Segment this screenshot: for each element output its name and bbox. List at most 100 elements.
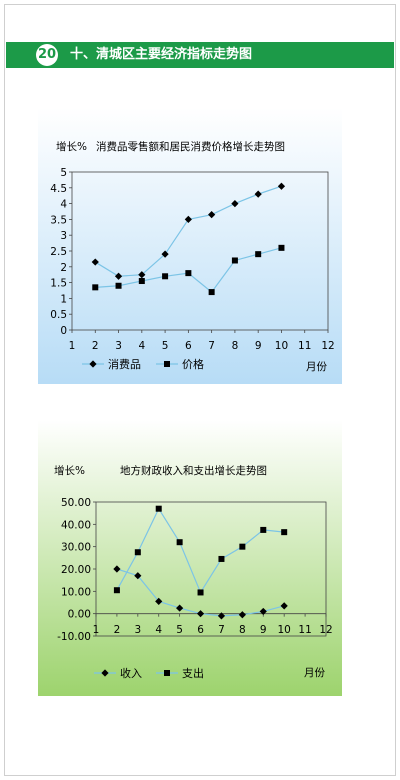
x-tick-label: 5 [162,340,169,352]
chart-panel-finance: 地方财政收入和支出增长走势图 增长% -10.00 0.00 10.00 20.00 30.… [38,420,342,696]
y-tick-label: 40.00 [61,519,91,531]
x-axis-label: 月份 [306,361,327,373]
y-tick-label: 50.00 [61,497,91,509]
x-tick-label: 5 [176,624,183,636]
x-tick-label: 7 [208,340,215,352]
y-tick-label: 2 [60,262,67,274]
y-tick-label: 1.5 [50,278,67,290]
series-1-point [196,610,205,618]
page-border [4,4,396,776]
y-tick-label: 3 [60,230,67,242]
x-tick-label: 10 [277,624,290,636]
y-tick-label: 0.5 [50,309,67,321]
y-tick-label: 30.00 [61,542,91,554]
x-tick-label: 2 [114,624,121,636]
legend-label: 价格 [182,357,204,371]
x-tick-label: 12 [319,624,332,636]
x-tick-label: 6 [185,340,192,352]
series-1-point [161,250,169,258]
plot-area [71,171,329,331]
y-tick-label: 5 [60,167,67,179]
chart-title: 消费品零售额和居民消费价格增长走势图 [96,140,285,153]
series-1-point [208,211,216,219]
series-line-1 [94,185,282,277]
x-tick-label: 4 [138,340,145,352]
series-2-point [176,539,183,546]
x-tick-label: 3 [134,624,141,636]
legend-marker [89,360,97,368]
series-2-point [218,555,225,562]
series-2-point [115,282,122,289]
series-1-point [238,611,246,619]
series-2-point [92,284,99,291]
series-1-point [138,271,146,279]
x-tick-label: 7 [218,624,225,636]
y-tick-label: 4.5 [50,183,67,195]
x-axis-label: 月份 [304,667,325,679]
y-tick-label: 0.00 [68,609,91,621]
x-tick-label: 8 [232,340,239,352]
x-tick-label: 2 [92,340,99,352]
series-2-point [138,278,145,285]
series-1-point [231,200,239,208]
y-tick-label: 3.5 [50,214,67,226]
y-tick-label: 2.5 [50,246,67,258]
x-tick-label: 3 [115,340,122,352]
series-2-point [197,589,204,596]
x-tick-label: 9 [255,340,262,352]
series-1-point [113,565,121,573]
y-tick-label: 10.00 [61,586,91,598]
legend-label: 消费品 [108,357,141,371]
plot-area [95,501,327,637]
x-tick-label: 6 [197,624,204,636]
x-tick-label: 11 [298,340,311,352]
chart-title: 地方财政收入和支出增长走势图 [120,464,267,477]
series-1-point [254,190,262,198]
series-2-point [239,543,246,550]
y-axis-label: 增长% [56,140,87,153]
series-1-point [184,215,192,223]
legend-marker [164,361,170,367]
series-2-point [281,529,288,536]
legend-marker [164,670,170,676]
series-2-point [278,244,285,251]
series-1-point [114,272,123,280]
section-header: 20 十、清城区主要经济指标走势图 [6,42,394,68]
fiscal-income-expense-chart: 地方财政收入和支出增长走势图 增长% -10.00 0.00 10.00 20.00 30.… [54,464,333,680]
x-tick-label: 11 [298,624,311,636]
legend-label: 收入 [120,666,142,680]
series-2-point [134,549,141,556]
x-tick-label: 4 [155,624,162,636]
legend-label: 支出 [182,666,204,680]
y-axis-label: 增长% [54,464,85,477]
x-tick-label: 8 [239,624,246,636]
series-1-point [176,604,184,612]
series-1-point [277,182,286,190]
series-2-point [231,257,238,264]
chart-panel-consumption: 消费品零售额和居民消费价格增长走势图 增长% 0 0.5 1 1.5 2 2.5 3 3.5 4 4.… [38,108,342,384]
section-number-badge: 20 [36,44,58,66]
series-2-point [162,273,169,280]
x-tick-label: 1 [93,624,100,636]
series-2-point [208,289,215,296]
y-tick-label: -10.00 [57,631,91,643]
series-1-point [91,258,99,266]
y-tick-label: 20.00 [61,564,91,576]
y-tick-label: 0 [60,325,67,337]
series-1-point [280,602,288,610]
x-tick-label: 10 [275,340,288,352]
series-2-point [260,526,267,533]
section-title: 十、清城区主要经济指标走势图 [70,47,253,62]
x-tick-label: 9 [260,624,267,636]
series-2-point [185,270,192,277]
legend-marker [101,669,109,677]
series-2-point [155,505,162,512]
y-tick-label: 1 [60,293,67,305]
series-1-point [134,572,142,580]
x-tick-label: 12 [321,340,334,352]
series-line-2 [95,247,282,293]
series-2-point [255,251,262,258]
x-tick-label: 1 [69,340,76,352]
y-tick-label: 4 [60,199,67,211]
